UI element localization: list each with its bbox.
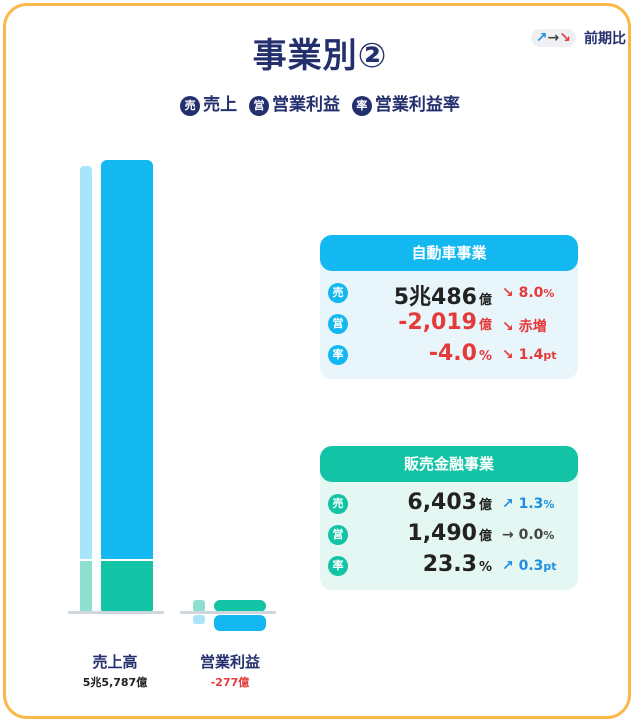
change-unit: %	[543, 498, 555, 511]
category-value-operating-profit: -277億	[210, 676, 250, 689]
metric-badge-icon: 営	[328, 314, 348, 334]
legend-item-operating-profit: 営営業利益	[249, 90, 340, 116]
trend-arrows-icon: ↗→↘	[530, 29, 576, 47]
metric-unit: 億	[478, 318, 492, 333]
baseline-operating	[180, 611, 276, 614]
metric-row: 率 23.3% ↗ 0.3pt	[320, 550, 578, 581]
change-value: 赤増	[518, 319, 547, 335]
sales-chip-icon: 売	[180, 96, 201, 116]
change-value: 8.0	[518, 285, 544, 301]
metric-row: 営 -2,019 億 ↘ 赤増	[320, 308, 578, 339]
metric-badge-icon: 営	[328, 525, 348, 545]
rate-chip-icon: 率	[351, 96, 372, 116]
card-title: 自動車事業	[320, 235, 578, 271]
metric-badge-icon: 率	[328, 556, 348, 576]
category-label-operating-profit: 営業利益	[199, 653, 260, 671]
metric-badge-icon: 売	[328, 494, 348, 514]
change-unit: pt	[543, 349, 557, 362]
card-title: 販売金融事業	[320, 446, 578, 482]
metric-value: 1,490 億	[407, 521, 492, 546]
metric-change: ↗ 0.3pt	[502, 558, 557, 574]
prev-period-legend: ↗→↘ 前期比	[530, 28, 626, 48]
change-unit: %	[543, 287, 555, 300]
bar-operating-auto	[214, 615, 266, 631]
metric-unit: %	[478, 560, 492, 575]
change-value: 0.0	[518, 527, 544, 543]
prev-bar-operating-finance	[193, 600, 205, 612]
trend-arrow-icon: ↗	[502, 496, 519, 512]
change-unit: pt	[543, 560, 557, 573]
operating-chip-icon: 営	[249, 96, 269, 116]
metric-change: ↗ 1.3%	[502, 496, 554, 512]
metric-value: 23.3%	[422, 552, 492, 577]
metric-value: 5兆486 億	[393, 285, 492, 310]
prev-bar-operating-auto	[193, 615, 205, 624]
metric-change: ↘ 8.0%	[502, 285, 554, 301]
prev-bar-sales-auto	[80, 165, 92, 560]
metric-value: -4.0%	[428, 341, 492, 366]
change-unit: %	[543, 529, 555, 542]
bar-sales-auto	[101, 160, 153, 560]
metric-unit: %	[478, 349, 492, 364]
trend-arrow-icon: ↘	[502, 319, 519, 335]
metric-row: 売 5兆486 億 ↘ 8.0%	[320, 277, 578, 310]
bar-sales-finance	[101, 561, 153, 612]
metric-legend: 売売上 営営業利益 率営業利益率	[0, 90, 640, 116]
category-value-sales: 5兆5,787億	[82, 676, 148, 689]
legend-item-sales: 売売上	[180, 90, 237, 116]
metric-unit: 億	[478, 293, 492, 308]
metric-change: → 0.0%	[502, 527, 554, 543]
trend-arrow-icon: →	[502, 527, 519, 543]
metric-change: ↘ 赤増	[502, 316, 547, 336]
legend-item-margin: 率営業利益率	[351, 90, 460, 116]
change-value: 0.3	[518, 558, 544, 574]
metric-badge-icon: 率	[328, 345, 348, 365]
metric-badge-icon: 売	[328, 283, 348, 303]
change-value: 1.4	[518, 347, 544, 363]
metric-unit: 億	[478, 529, 492, 544]
metric-row: 売 6,403 億 ↗ 1.3%	[320, 488, 578, 519]
prev-bar-sales-finance	[80, 561, 92, 612]
baseline-sales	[68, 611, 164, 614]
change-value: 1.3	[518, 496, 544, 512]
metric-row: 営 1,490 億 → 0.0%	[320, 519, 578, 550]
metric-row: 率 -4.0% ↘ 1.4pt	[320, 339, 578, 370]
card-sales-finance: 販売金融事業売 6,403 億 ↗ 1.3% 営 1,490 億 → 0.0% 率 23.3% ↗ …	[320, 446, 578, 590]
prev-period-label: 前期比	[584, 31, 626, 47]
trend-arrow-icon: ↗	[502, 558, 519, 574]
metric-unit: 億	[478, 498, 492, 513]
bar-operating-finance	[214, 600, 266, 612]
metric-value: 6,403 億	[407, 490, 492, 515]
page-title: 事業別②	[252, 36, 388, 76]
trend-arrow-icon: ↘	[502, 285, 519, 301]
metric-value: -2,019 億	[398, 310, 492, 335]
trend-arrow-icon: ↘	[502, 347, 519, 363]
metric-change: ↘ 1.4pt	[502, 347, 557, 363]
card-auto-business: 自動車事業売 5兆486 億 ↘ 8.0% 営 -2,019 億 ↘ 赤増率 -4.0% ↘ 1.…	[320, 235, 578, 379]
category-label-sales: 売上高	[92, 653, 138, 671]
